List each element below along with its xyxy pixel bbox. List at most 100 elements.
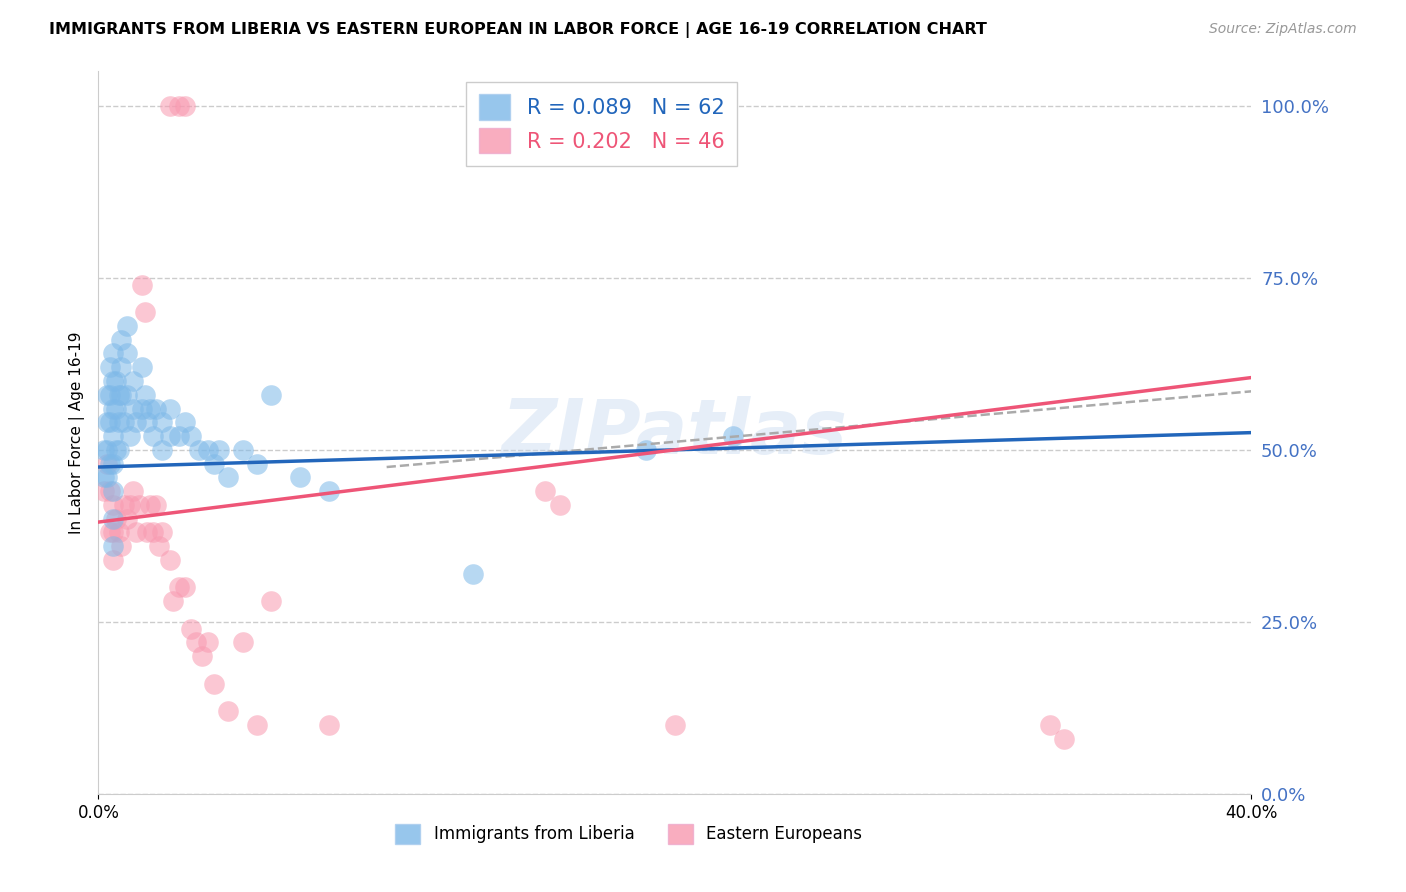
Point (217, 470, 239, 484)
Point (150, 442, 173, 457)
Point (136, 525, 159, 540)
Point (128, 498, 150, 512)
Point (461, 566, 484, 581)
Point (159, 401, 181, 416)
Point (101, 374, 124, 388)
Point (110, 333, 132, 347)
Point (101, 346, 124, 360)
Point (139, 401, 162, 416)
Point (101, 429, 124, 443)
Point (104, 401, 127, 416)
Point (110, 539, 132, 553)
Point (110, 388, 132, 402)
Point (197, 635, 219, 649)
Point (150, 415, 173, 429)
Point (110, 360, 132, 375)
Point (120, 429, 142, 443)
Point (117, 346, 139, 360)
Point (96, 388, 118, 402)
Point (159, 429, 181, 443)
Point (180, 622, 202, 636)
Point (96, 442, 118, 457)
Point (197, 442, 219, 457)
Point (534, 484, 557, 499)
Point (664, 718, 686, 732)
Point (231, 635, 254, 649)
Text: Source: ZipAtlas.com: Source: ZipAtlas.com (1209, 22, 1357, 37)
Point (125, 415, 148, 429)
Point (107, 442, 129, 457)
Point (125, 525, 148, 540)
Point (167, 429, 190, 443)
Point (104, 511, 127, 525)
Point (180, 429, 202, 443)
Point (98, 415, 121, 429)
Point (167, 581, 190, 595)
Point (208, 442, 231, 457)
Point (148, 539, 170, 553)
Point (98, 525, 121, 540)
Point (107, 388, 129, 402)
Point (93, 470, 115, 484)
Point (145, 498, 167, 512)
Point (318, 484, 340, 499)
Point (174, 415, 197, 429)
Point (101, 553, 124, 567)
Point (131, 277, 153, 292)
Point (636, 442, 658, 457)
Point (96, 415, 118, 429)
Text: IMMIGRANTS FROM LIBERIA VS EASTERN EUROPEAN IN LABOR FORCE | AGE 16-19 CORRELATI: IMMIGRANTS FROM LIBERIA VS EASTERN EUROP… (49, 22, 987, 38)
Point (134, 388, 156, 402)
Point (136, 415, 159, 429)
Point (101, 498, 124, 512)
Point (96, 457, 118, 471)
Point (104, 374, 127, 388)
Point (131, 401, 153, 416)
Point (107, 525, 129, 540)
Legend: Immigrants from Liberia, Eastern Europeans: Immigrants from Liberia, Eastern Europea… (388, 817, 869, 851)
Point (93, 484, 115, 499)
Point (101, 401, 124, 416)
Point (231, 442, 254, 457)
Point (98, 360, 121, 375)
Point (1053, 731, 1076, 746)
Point (117, 511, 139, 525)
Point (122, 374, 145, 388)
Point (134, 305, 156, 319)
Point (246, 457, 269, 471)
Point (142, 429, 165, 443)
Point (162, 594, 184, 608)
Point (117, 318, 139, 333)
Point (191, 649, 214, 664)
Point (548, 498, 571, 512)
Point (101, 457, 124, 471)
Point (290, 470, 312, 484)
Point (112, 498, 135, 512)
Point (159, 553, 181, 567)
Point (318, 718, 340, 732)
Point (188, 442, 211, 457)
Point (101, 539, 124, 553)
Point (131, 360, 153, 375)
Point (93, 442, 115, 457)
Point (260, 388, 283, 402)
Point (246, 718, 269, 732)
Point (202, 457, 225, 471)
Point (122, 401, 145, 416)
Point (202, 677, 225, 691)
Point (104, 442, 127, 457)
Point (107, 415, 129, 429)
Point (122, 484, 145, 499)
Point (159, 99, 181, 113)
Point (217, 704, 239, 718)
Point (150, 525, 173, 540)
Point (260, 594, 283, 608)
Point (120, 498, 142, 512)
Point (721, 429, 744, 443)
Point (117, 388, 139, 402)
Point (98, 388, 121, 402)
Y-axis label: In Labor Force | Age 16-19: In Labor Force | Age 16-19 (69, 331, 84, 534)
Point (174, 581, 197, 595)
Point (186, 635, 208, 649)
Point (101, 484, 124, 499)
